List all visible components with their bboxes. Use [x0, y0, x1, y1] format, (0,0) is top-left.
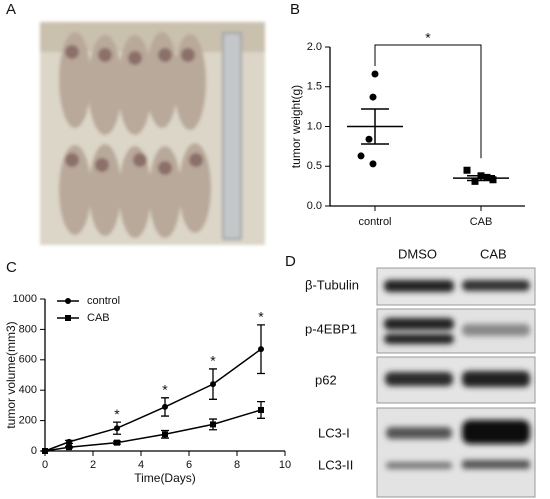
blot-row: LC3-II — [318, 457, 353, 472]
x-tick-label: 4 — [138, 459, 144, 471]
x-tick-label: 10 — [279, 459, 291, 471]
x-tick-label: 6 — [186, 459, 192, 471]
data-point — [210, 421, 216, 428]
data-point — [162, 403, 168, 410]
data-point — [66, 444, 72, 451]
significance-mark: * — [425, 30, 431, 46]
data-point — [369, 160, 377, 168]
y-tick-label: 600 — [19, 354, 37, 366]
blot-row: LC3-I — [318, 425, 350, 440]
y-tick-label: 0.5 — [307, 160, 322, 172]
x-tick-label: 0 — [42, 459, 48, 471]
significance-mark: * — [114, 406, 120, 422]
data-point — [489, 176, 497, 184]
significance-mark: * — [258, 309, 264, 325]
data-point — [471, 177, 479, 185]
x-tick-label: 8 — [234, 459, 240, 471]
panel-label: D — [285, 253, 296, 270]
data-point — [357, 152, 365, 160]
legend-label: control — [87, 295, 120, 307]
data-point — [258, 346, 264, 353]
significance-mark: * — [210, 353, 216, 369]
legend-label: CAB — [87, 312, 110, 324]
panel-label: A — [6, 1, 16, 18]
x-tick-label: CAB — [470, 216, 493, 228]
data-point — [114, 439, 120, 446]
data-point — [483, 173, 491, 181]
significance-mark: * — [162, 382, 168, 398]
blot-column: CAB — [480, 246, 507, 261]
x-tick-label: control — [358, 216, 391, 228]
axis — [44, 299, 285, 452]
data-point — [114, 425, 120, 432]
x-tick-label: 2 — [90, 459, 96, 471]
data-point — [369, 93, 377, 101]
blot-row: β-Tubulin — [305, 277, 359, 292]
y-tick-label: 2.0 — [307, 41, 322, 53]
y-tick-label: 800 — [19, 323, 37, 335]
y-tick-label: 400 — [19, 384, 37, 396]
data-point — [371, 70, 379, 78]
y-tick-label: 1000 — [13, 293, 37, 305]
data-point — [463, 166, 471, 174]
blot-row: p62 — [315, 372, 337, 387]
y-tick-label: 200 — [19, 415, 37, 427]
data-point — [66, 438, 72, 445]
error-bar — [361, 108, 389, 145]
blot-column: DMSO — [398, 246, 437, 261]
panel-label: C — [6, 259, 17, 276]
data-point — [365, 135, 373, 143]
y-tick-label: 1.0 — [307, 120, 322, 132]
data-point — [42, 448, 48, 454]
data-point — [210, 381, 216, 388]
blot: DMSO CAB β-Tubulin p-4EBP1 p62 LC3-I LC3… — [305, 246, 536, 498]
legend-marker — [65, 315, 71, 321]
panel-label: B — [290, 1, 300, 18]
y-tick-label: 0 — [31, 445, 37, 457]
error-bar — [467, 175, 495, 182]
data-point — [258, 406, 264, 413]
y-axis-label: tumor volume(mm3) — [4, 321, 18, 428]
legend-marker — [65, 298, 71, 304]
y-axis-label: tumor weight(g) — [289, 85, 303, 168]
blot-row: p-4EBP1 — [305, 321, 357, 336]
x-axis-label: Time(Days) — [134, 471, 196, 485]
series-line — [44, 409, 262, 452]
y-tick-label: 1.5 — [307, 81, 322, 93]
y-tick-label: 0.0 — [307, 200, 322, 212]
significance-bracket — [374, 44, 482, 159]
data-point — [162, 431, 168, 438]
mouse-photo — [40, 22, 265, 245]
